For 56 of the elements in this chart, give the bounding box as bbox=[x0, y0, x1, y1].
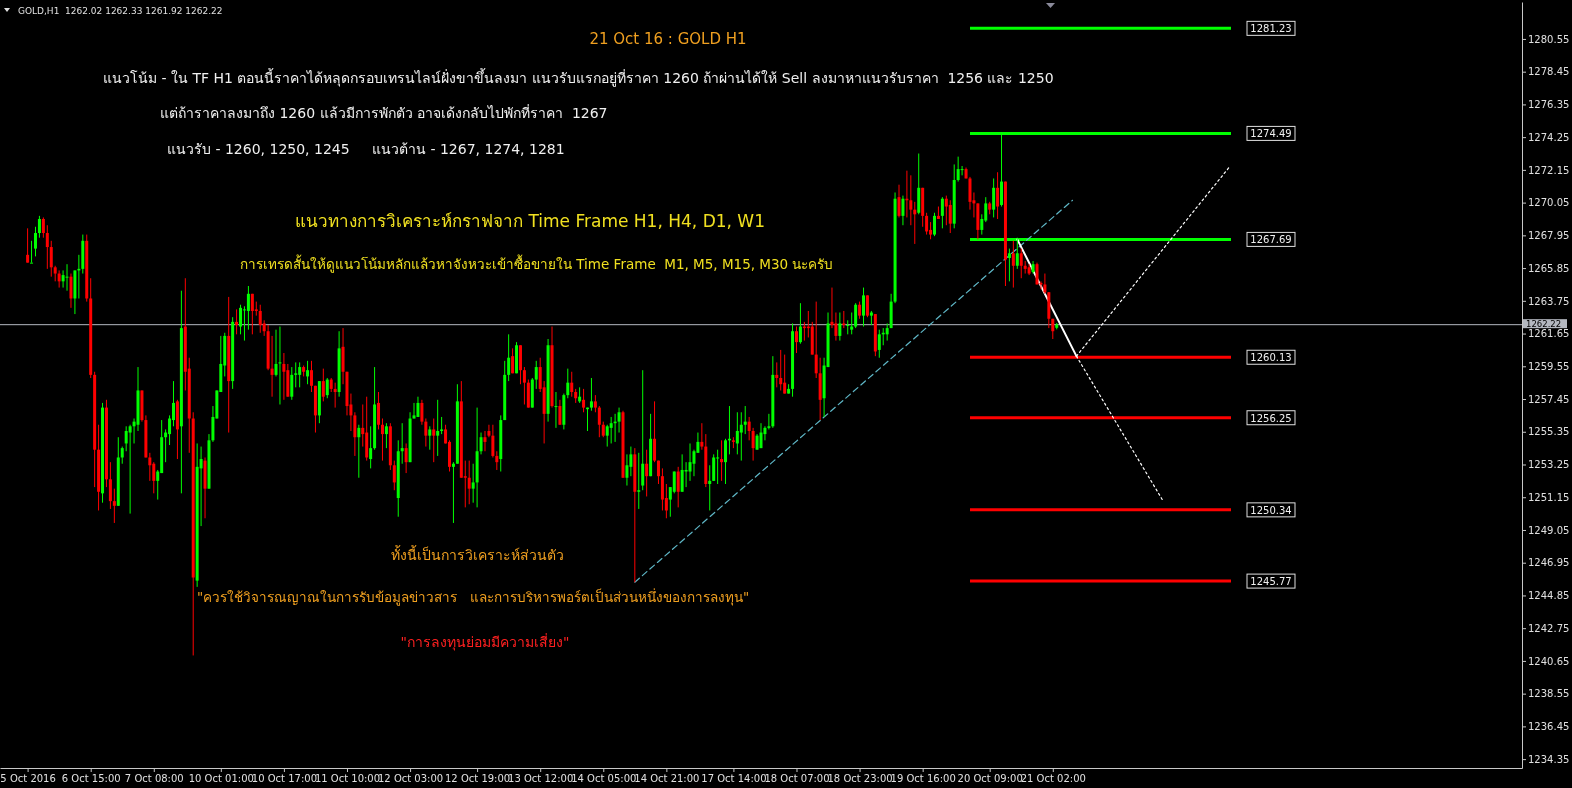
x-tick-label: 12 Oct 19:00 bbox=[445, 773, 511, 785]
text: 21 Oct 16 : GOLD H1 bbox=[589, 30, 747, 48]
x-tick-label: 13 Oct 12:00 bbox=[508, 773, 574, 785]
y-tick-label: 1280.55 bbox=[1528, 33, 1570, 45]
y-tick-label: 1267.95 bbox=[1528, 230, 1570, 242]
y-tick-label: 1246.95 bbox=[1528, 557, 1570, 569]
annotation: ทั้งนี้เป็นการวิเคราะห์ส่วนตัว bbox=[390, 545, 564, 563]
ref-line-label: 1274.49 bbox=[1250, 128, 1292, 140]
y-tick-label: 1236.45 bbox=[1528, 721, 1570, 733]
y-tick-label: 1251.15 bbox=[1528, 491, 1570, 503]
x-tick-label: 6 Oct 15:00 bbox=[61, 773, 121, 785]
y-tick-label: 1276.35 bbox=[1528, 99, 1570, 111]
ref-line-label: 1267.69 bbox=[1250, 234, 1292, 246]
x-tick-label: 14 Oct 21:00 bbox=[634, 773, 700, 785]
x-tick-label: 10 Oct 01:00 bbox=[188, 773, 254, 785]
y-tick-label: 1234.35 bbox=[1528, 753, 1570, 765]
x-tick-label: 18 Oct 07:00 bbox=[764, 773, 830, 785]
annotation: การเทรดสั้นให้ดูแนวโน้มหลักแล้วหาจังหวะเข้าซื้อขายใน Time Frame M1, M5, M15, M30 นะครับ bbox=[240, 254, 834, 273]
y-tick-label: 1274.25 bbox=[1528, 131, 1570, 143]
ref-line-label: 1260.13 bbox=[1250, 352, 1292, 364]
ref-line-label: 1262.22 bbox=[1526, 319, 1562, 330]
y-tick-label: 1244.85 bbox=[1528, 590, 1570, 602]
ref-line-label: 1281.23 bbox=[1250, 23, 1292, 35]
y-tick-label: 1272.15 bbox=[1528, 164, 1570, 176]
x-tick-label: 7 Oct 08:00 bbox=[124, 773, 184, 785]
annotation: แต่ถ้าราคาลงมาถึง 1260 แล้วมีการพักตัว อาจเด้งกลับไปพักที่ราคา 1267 bbox=[160, 104, 608, 121]
y-tick-label: 1253.25 bbox=[1528, 459, 1570, 471]
y-tick-label: 1259.55 bbox=[1528, 360, 1570, 372]
x-tick-label: 17 Oct 14:00 bbox=[701, 773, 767, 785]
y-tick-label: 1257.45 bbox=[1528, 393, 1570, 405]
y-tick-label: 1255.35 bbox=[1528, 426, 1570, 438]
ref-line-label: 1256.25 bbox=[1250, 412, 1292, 424]
ref-line-label: 1245.77 bbox=[1250, 576, 1292, 588]
annotation: "ควรใช้วิจารณญาณในการรับข้อมูลข่าวสาร และการบริหารพอร์ตเป็นส่วนหนึ่งของการลงทุน" bbox=[197, 588, 750, 606]
x-tick-label: 19 Oct 16:00 bbox=[890, 773, 956, 785]
y-tick-label: 1278.45 bbox=[1528, 66, 1570, 78]
y-tick-label: 1265.85 bbox=[1528, 262, 1570, 274]
annotation: แนวโน้ม - ใน TF H1 ตอนนี้ราคาได้หลุดกรอบเทรนไลน์ฝั่งขาขึ้นลงมา แนวรับแรกอยู่ที่ราคา 1260 ถ้าผ่านได้ให้ Sell ลงมาหาแนวรับราคา 1256 และ 1250 bbox=[103, 68, 1054, 87]
x-tick-label: 18 Oct 23:00 bbox=[827, 773, 893, 785]
x-tick-label: 20 Oct 09:00 bbox=[957, 773, 1023, 785]
y-tick-label: 1240.65 bbox=[1528, 655, 1570, 667]
y-tick-label: 1249.05 bbox=[1528, 524, 1570, 536]
chart-subtitle: GOLD,H1 1262.02 1262.33 1261.92 1262.22 bbox=[18, 6, 223, 16]
x-tick-label: 5 Oct 2016 bbox=[0, 773, 56, 785]
annotation: แนวทางการวิเคราะห์กราฟจาก Time Frame H1, H4, D1, W1 bbox=[295, 211, 765, 231]
y-tick-label: 1242.75 bbox=[1528, 622, 1570, 634]
annotation: แนวต้าน - 1267, 1274, 1281 bbox=[372, 141, 565, 157]
y-tick-label: 1238.55 bbox=[1528, 688, 1570, 700]
annotation: แนวรับ - 1260, 1250, 1245 bbox=[167, 141, 350, 157]
y-tick-label: 1270.05 bbox=[1528, 197, 1570, 209]
annotation: "การลงทุนย่อมมีความเสี่ยง" bbox=[400, 633, 570, 651]
ref-line-label: 1250.34 bbox=[1250, 504, 1292, 516]
y-tick-label: 1261.65 bbox=[1528, 328, 1570, 340]
x-tick-label: 21 Oct 02:00 bbox=[1020, 773, 1086, 785]
x-tick-label: 14 Oct 05:00 bbox=[571, 773, 637, 785]
y-tick-label: 1263.75 bbox=[1528, 295, 1570, 307]
